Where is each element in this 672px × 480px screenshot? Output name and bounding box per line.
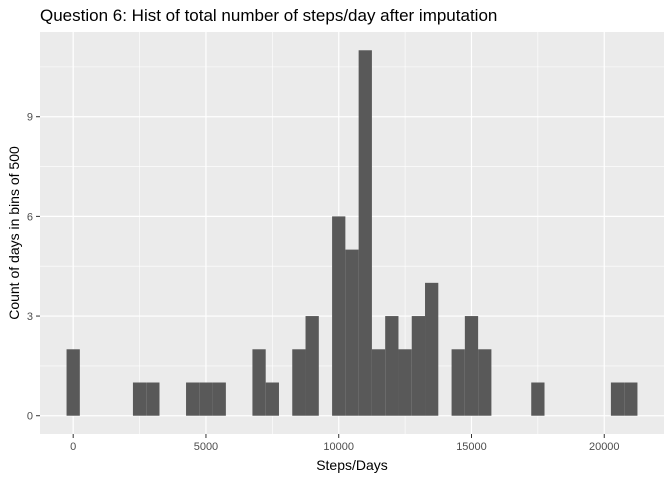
histogram-bar [478, 349, 492, 416]
histogram-bar [371, 349, 386, 416]
x-axis-ticks: 0 5000 10000 15000 20000 [70, 434, 620, 453]
chart-title: Question 6: Hist of total number of step… [40, 6, 498, 25]
histogram-bar [411, 316, 426, 416]
histogram-bar [531, 382, 545, 416]
histogram-bar [425, 282, 439, 416]
histogram-bar [265, 382, 279, 416]
x-tick-label: 0 [70, 441, 76, 453]
y-tick-label: 6 [27, 211, 33, 223]
x-tick-label: 20000 [589, 441, 620, 453]
histogram-bar [252, 349, 266, 416]
histogram-bar [146, 382, 160, 416]
histogram-bar [292, 349, 306, 416]
x-axis-title: Steps/Days [316, 457, 388, 473]
x-tick-label: 5000 [194, 441, 218, 453]
histogram-bars [66, 50, 638, 416]
y-axis-title: Count of days in bins of 500 [6, 146, 22, 320]
x-tick-label: 10000 [323, 441, 354, 453]
y-tick-label: 0 [27, 411, 33, 423]
histogram-bar [66, 349, 80, 416]
histogram-bar [464, 316, 479, 416]
histogram-bar [186, 382, 200, 416]
histogram-bar [610, 382, 625, 416]
histogram-bar [451, 349, 465, 416]
histogram-bar [199, 382, 213, 416]
y-axis-ticks: 0 3 6 9 [27, 112, 40, 423]
histogram-bar [305, 316, 319, 416]
histogram-bar [332, 216, 346, 416]
y-tick-label: 3 [27, 311, 33, 323]
x-tick-label: 15000 [456, 441, 487, 453]
histogram-bar [624, 382, 638, 416]
histogram-bar [358, 50, 372, 416]
y-tick-label: 9 [27, 112, 33, 124]
histogram-bar [398, 349, 412, 416]
histogram-bar [132, 382, 147, 416]
histogram-bar [385, 316, 399, 416]
histogram-bar [212, 382, 226, 416]
histogram-bar [345, 249, 359, 416]
